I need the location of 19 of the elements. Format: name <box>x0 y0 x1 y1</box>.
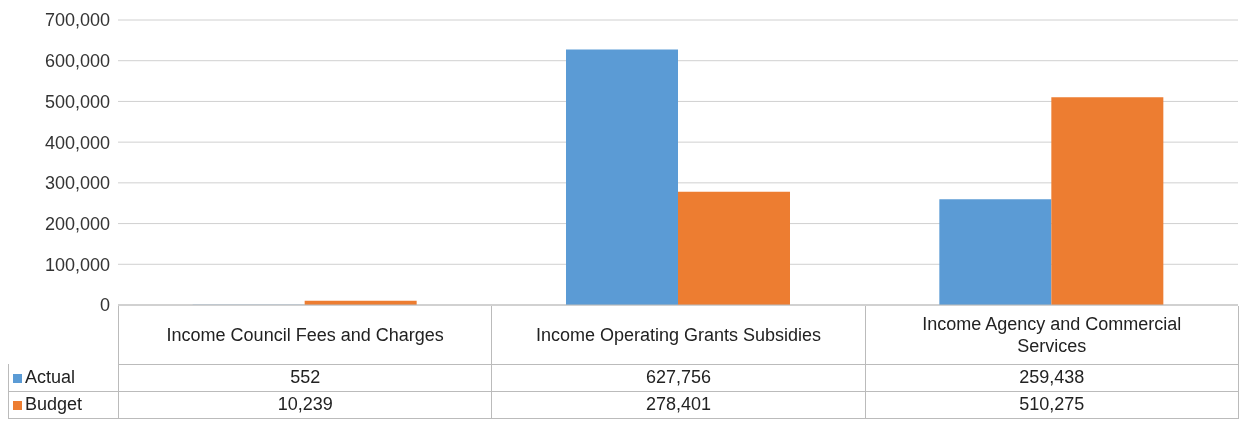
y-tick-label: 300,000 <box>44 173 110 194</box>
data-label: 627,756 <box>491 364 866 391</box>
data-label: 259,438 <box>865 364 1239 391</box>
data-label: 10,239 <box>118 391 492 418</box>
data-label: 552 <box>118 364 492 391</box>
data-label: 278,401 <box>491 391 866 418</box>
y-tick-label: 700,000 <box>44 10 110 31</box>
legend-label: Actual <box>8 364 119 391</box>
data-label: 510,275 <box>865 391 1239 418</box>
y-tick-label: 500,000 <box>44 91 110 112</box>
y-tick-label: 100,000 <box>44 254 110 275</box>
x-tick-label: Income Council Fees and Charges <box>118 306 492 364</box>
y-tick-label: 400,000 <box>44 132 110 153</box>
y-tick-label: 200,000 <box>44 213 110 234</box>
legend-label: Budget <box>8 391 119 418</box>
y-tick-label: 0 <box>99 295 110 316</box>
x-tick-label: Income Operating Grants Subsidies <box>491 306 866 364</box>
y-tick-label: 600,000 <box>44 51 110 72</box>
x-tick-label: Income Agency and Commercial Services <box>865 306 1239 364</box>
